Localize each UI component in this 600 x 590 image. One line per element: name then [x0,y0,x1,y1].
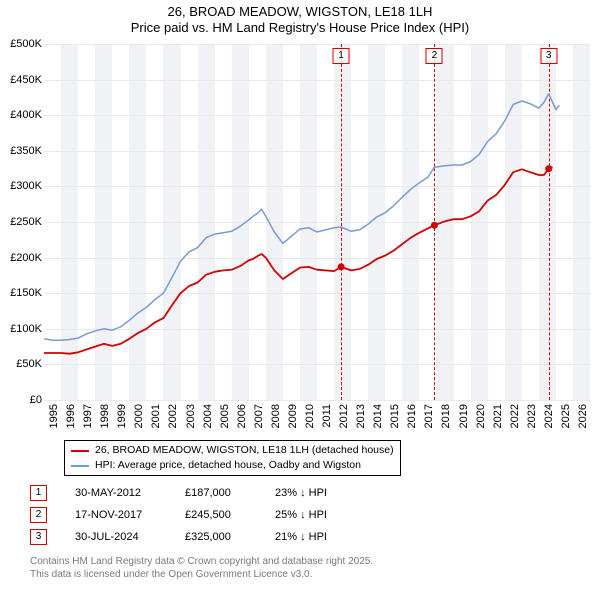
y-tick-label: £250K [0,216,42,228]
legend-swatch [71,450,89,452]
x-tick-label: 1997 [82,404,94,428]
plot-area: 123 [44,44,590,400]
x-tick-label: 2020 [475,404,487,428]
x-tick-label: 2006 [236,404,248,428]
x-tick-label: 2021 [492,404,504,428]
x-tick-label: 1996 [65,404,77,428]
title-line-2: Price paid vs. HM Land Registry's House … [0,20,600,36]
x-tick-label: 2023 [526,404,538,428]
x-tick-label: 2025 [560,404,572,428]
y-tick-label: £350K [0,145,42,157]
x-tick-label: 2018 [440,404,452,428]
x-tick-label: 2005 [219,404,231,428]
x-tick-label: 2000 [133,404,145,428]
transaction-date: 30-JUL-2024 [75,531,185,543]
x-tick-label: 2015 [389,404,401,428]
y-tick-label: £0 [0,394,42,406]
credits: Contains HM Land Registry data © Crown c… [30,555,373,581]
transaction-point-3 [545,165,552,172]
transaction-point-1 [338,263,345,270]
transaction-row: 1 30-MAY-2012£187,00023% ↓ HPI [30,482,365,504]
x-tick-label: 2007 [253,404,265,428]
transaction-delta: 25% ↓ HPI [275,509,365,521]
x-tick-label: 2004 [202,404,214,428]
x-tick-label: 1998 [99,404,111,428]
transaction-point-2 [431,222,438,229]
y-tick-label: £400K [0,109,42,121]
legend-label: HPI: Average price, detached house, Oadb… [95,458,361,473]
x-tick-label: 2024 [543,404,555,428]
transaction-row: 2 17-NOV-2017£245,50025% ↓ HPI [30,504,365,526]
x-tick-label: 2008 [270,404,282,428]
transaction-marker-ref: 2 [30,507,47,523]
transaction-date: 30-MAY-2012 [75,487,185,499]
y-tick-label: £150K [0,287,42,299]
x-tick-label: 2014 [372,404,384,428]
x-tick-label: 1999 [116,404,128,428]
x-tick-label: 2002 [167,404,179,428]
chart-title: 26, BROAD MEADOW, WIGSTON, LE18 1LH Pric… [0,0,600,37]
chart-svg [44,44,590,400]
x-tick-label: 2013 [355,404,367,428]
y-tick-label: £50K [0,358,42,370]
y-tick-label: £100K [0,323,42,335]
x-tick-label: 2019 [458,404,470,428]
x-tick-label: 2016 [406,404,418,428]
x-tick-label: 2001 [150,404,162,428]
x-tick-label: 2017 [423,404,435,428]
x-tick-label: 2012 [338,404,350,428]
credits-line-2: This data is licensed under the Open Gov… [30,568,373,581]
transaction-delta: 21% ↓ HPI [275,531,365,543]
x-tick-label: 2009 [287,404,299,428]
title-line-1: 26, BROAD MEADOW, WIGSTON, LE18 1LH [0,4,600,20]
y-tick-label: £300K [0,180,42,192]
x-tick-label: 2022 [509,404,521,428]
x-tick-label: 2026 [577,404,589,428]
x-tick-label: 2010 [304,404,316,428]
legend-item: HPI: Average price, detached house, Oadb… [71,458,394,473]
credits-line-1: Contains HM Land Registry data © Crown c… [30,555,373,568]
y-tick-label: £450K [0,74,42,86]
transactions-table: 1 30-MAY-2012£187,00023% ↓ HPI 2 17-NOV-201… [30,482,365,548]
series-property [44,167,553,354]
y-tick-label: £200K [0,252,42,264]
transaction-marker-ref: 1 [30,485,47,501]
transaction-delta: 23% ↓ HPI [275,487,365,499]
x-tick-label: 2003 [185,404,197,428]
legend-swatch [71,465,89,467]
transaction-price: £245,500 [185,509,275,521]
x-tick-label: 2011 [321,404,333,428]
transaction-row: 3 30-JUL-2024£325,00021% ↓ HPI [30,526,365,548]
legend-label: 26, BROAD MEADOW, WIGSTON, LE18 1LH (det… [95,443,394,458]
transaction-date: 17-NOV-2017 [75,509,185,521]
y-tick-label: £500K [0,38,42,50]
x-tick-label: 1995 [48,404,60,428]
legend: 26, BROAD MEADOW, WIGSTON, LE18 1LH (det… [64,440,401,476]
transaction-price: £325,000 [185,531,275,543]
legend-item: 26, BROAD MEADOW, WIGSTON, LE18 1LH (det… [71,443,394,458]
transaction-price: £187,000 [185,487,275,499]
transaction-marker-ref: 3 [30,529,47,545]
series-hpi [44,94,559,340]
